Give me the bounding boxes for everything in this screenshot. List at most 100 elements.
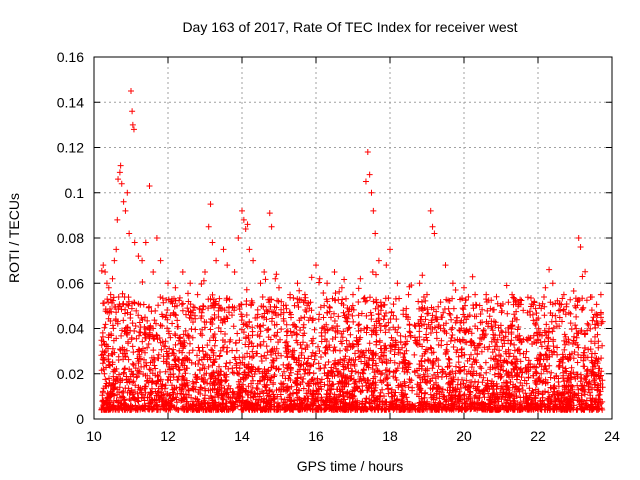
chart-title: Day 163 of 2017, Rate Of TEC Index for r… xyxy=(182,19,517,35)
data-point xyxy=(129,121,136,128)
data-point xyxy=(142,239,149,246)
data-point xyxy=(146,182,153,189)
data-point xyxy=(324,280,331,287)
data-point xyxy=(120,198,127,205)
data-point xyxy=(268,223,275,230)
x-tick-label: 22 xyxy=(530,428,546,444)
y-tick-label: 0.06 xyxy=(57,275,84,291)
data-point xyxy=(368,189,375,196)
data-point xyxy=(357,275,364,282)
data-point xyxy=(405,291,412,298)
axis-ticks: 10 12 14 16 18 20 22 24 0 0.02 0.04 0.06 0.08 0.1 0.12… xyxy=(57,49,620,444)
data-point xyxy=(116,169,123,176)
data-point xyxy=(261,268,268,275)
data-point xyxy=(546,266,553,273)
data-point xyxy=(129,108,136,115)
data-point xyxy=(131,239,138,246)
data-point xyxy=(483,291,490,298)
data-point xyxy=(531,298,538,305)
data-point xyxy=(424,291,430,298)
data-point xyxy=(109,275,116,282)
data-point xyxy=(520,307,527,314)
data-point xyxy=(118,180,125,187)
data-point xyxy=(449,280,456,287)
data-point xyxy=(231,268,238,275)
data-point xyxy=(442,262,449,269)
data-point xyxy=(287,291,294,298)
data-point xyxy=(135,253,142,260)
data-point xyxy=(153,235,160,241)
data-point xyxy=(372,230,379,237)
data-point xyxy=(542,284,549,291)
data-point xyxy=(577,244,584,251)
data-point xyxy=(350,291,356,298)
data-point xyxy=(240,216,247,223)
data-point xyxy=(114,216,121,223)
dense-points-path xyxy=(98,267,606,413)
data-point xyxy=(431,230,438,237)
data-point xyxy=(107,291,114,298)
data-point xyxy=(387,246,393,253)
data-point xyxy=(187,280,194,287)
data-point xyxy=(597,291,604,298)
data-point xyxy=(294,280,301,287)
grid-lines xyxy=(94,57,612,419)
data-point xyxy=(239,207,245,214)
data-point xyxy=(276,284,282,291)
data-point xyxy=(244,221,251,228)
y-tick-label: 0.04 xyxy=(57,321,84,337)
data-point xyxy=(128,87,134,94)
data-point xyxy=(246,246,253,253)
y-tick-label: 0.1 xyxy=(65,185,85,201)
data-point xyxy=(383,262,390,269)
data-point xyxy=(105,284,112,291)
y-tick-label: 0.16 xyxy=(57,49,84,65)
data-point xyxy=(113,246,120,253)
dense-data-band xyxy=(98,267,606,413)
data-point xyxy=(122,207,129,214)
data-point xyxy=(115,176,122,183)
data-point xyxy=(472,291,479,298)
data-point xyxy=(257,280,264,287)
data-point xyxy=(220,246,227,253)
x-axis-label: GPS time / hours xyxy=(297,458,404,474)
data-point xyxy=(266,210,273,217)
data-point xyxy=(250,257,257,264)
x-tick-label: 14 xyxy=(234,428,250,444)
data-point xyxy=(316,275,323,282)
data-point xyxy=(429,223,436,230)
y-tick-label: 0.02 xyxy=(57,366,84,382)
x-tick-label: 10 xyxy=(86,428,102,444)
data-point xyxy=(313,262,319,269)
x-tick-label: 24 xyxy=(604,428,620,444)
data-point xyxy=(362,178,369,185)
data-point xyxy=(301,291,308,298)
data-point xyxy=(213,257,220,264)
data-point xyxy=(572,302,578,309)
data-point xyxy=(205,223,212,230)
data-points xyxy=(100,87,604,321)
data-point xyxy=(102,268,109,275)
y-tick-label: 0.14 xyxy=(57,94,84,110)
data-point xyxy=(172,284,179,291)
data-point xyxy=(117,162,124,169)
data-point xyxy=(394,280,401,287)
data-point xyxy=(416,280,423,287)
data-point xyxy=(590,314,597,321)
data-point xyxy=(194,291,201,298)
data-point xyxy=(126,230,133,237)
y-tick-label: 0.08 xyxy=(57,230,84,246)
data-point xyxy=(370,207,377,214)
data-point xyxy=(366,171,373,178)
data-point xyxy=(331,268,338,275)
data-point xyxy=(111,257,118,264)
x-tick-label: 12 xyxy=(160,428,176,444)
y-tick-label: 0 xyxy=(76,411,84,427)
data-point xyxy=(207,201,214,208)
data-point xyxy=(427,207,434,214)
data-point xyxy=(375,257,382,264)
x-tick-label: 18 xyxy=(382,428,398,444)
data-point xyxy=(509,291,516,298)
data-point xyxy=(575,235,582,241)
data-point xyxy=(130,126,137,133)
